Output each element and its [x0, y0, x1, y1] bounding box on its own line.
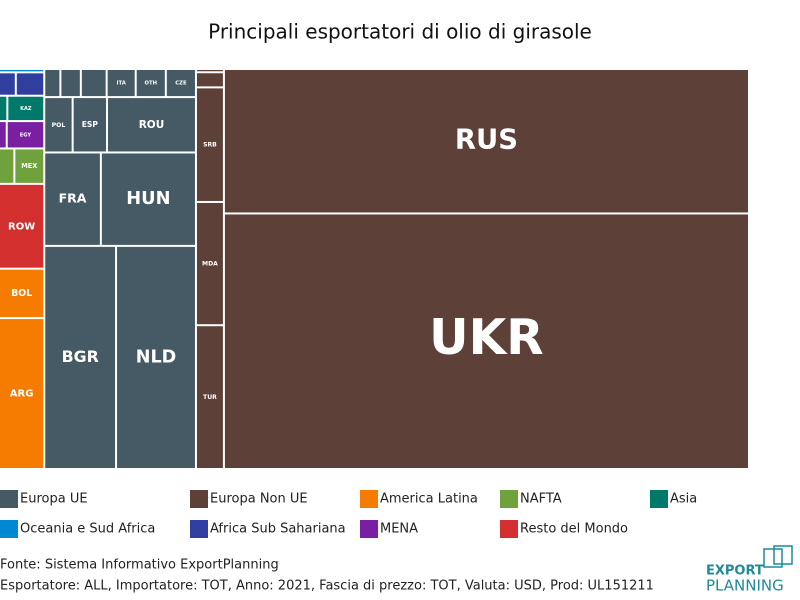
cell-label: TUR	[203, 394, 217, 401]
logo-icon	[773, 545, 793, 565]
logo-text: EXPORT	[706, 564, 764, 579]
legend-label: Europa Non UE	[210, 492, 308, 507]
cell-label: ESP	[82, 120, 99, 129]
treemap-cell	[73, 98, 107, 152]
treemap-cell	[0, 184, 44, 268]
treemap-cell	[8, 96, 44, 121]
legend-swatch	[0, 520, 18, 538]
treemap-cell	[0, 73, 15, 95]
treemap-cell	[0, 319, 44, 468]
cell-label: HUN	[126, 188, 170, 209]
cell-label: NLD	[136, 347, 177, 367]
treemap-cell	[196, 73, 223, 87]
cell-label: ROW	[8, 221, 35, 232]
treemap-cell	[166, 70, 195, 97]
treemap-cell	[45, 98, 72, 152]
cell-label: EGY	[20, 132, 32, 138]
details-note: Esportatore: ALL, Importatore: TOT, Anno…	[0, 579, 654, 594]
legend-swatch	[0, 490, 18, 508]
treemap-cell	[61, 70, 80, 97]
cell-label: POL	[52, 122, 66, 129]
legend-swatch	[500, 490, 518, 508]
treemap-cell	[196, 202, 223, 325]
treemap-cell	[0, 122, 6, 148]
legend-label: Asia	[670, 492, 697, 507]
treemap-cell	[196, 326, 223, 468]
treemap-cell	[196, 88, 223, 201]
logo-icon	[763, 548, 783, 568]
treemap-cell	[0, 269, 44, 318]
logo: EXPORT PLANNING	[706, 545, 793, 595]
cell-label: MEX	[21, 162, 37, 170]
legend-label: America Latina	[380, 492, 478, 507]
treemap-cell	[224, 214, 749, 468]
treemap-cell	[101, 153, 195, 245]
legend-swatch	[500, 520, 518, 538]
treemap-cell	[15, 149, 44, 183]
treemap-cell	[224, 70, 749, 213]
legend-swatch	[360, 490, 378, 508]
treemap-cell	[45, 70, 60, 97]
treemap-cell	[45, 153, 100, 245]
treemap-cell	[108, 98, 195, 152]
source-note: Fonte: Sistema Informativo ExportPlannin…	[0, 558, 279, 573]
legend-swatch	[190, 490, 208, 508]
legend-swatch	[190, 520, 208, 538]
cell-label: BOL	[11, 288, 32, 299]
cell-label: ARG	[10, 389, 34, 400]
treemap-cell	[0, 149, 14, 183]
legend-label: Europa UE	[20, 492, 88, 507]
legend-swatch	[360, 520, 378, 538]
treemap-cell	[45, 246, 116, 468]
treemap-cell	[107, 70, 135, 97]
legend-label: MENA	[380, 522, 418, 537]
legend-label: NAFTA	[520, 492, 562, 507]
cell-label: UKR	[429, 310, 544, 366]
cell-label: CZE	[175, 81, 187, 87]
treemap-cell	[0, 96, 7, 121]
treemap-cell	[196, 70, 223, 72]
legend-label: Resto del Mondo	[520, 522, 628, 537]
cell-label: KAZ	[20, 106, 32, 112]
treemap-cell	[16, 73, 44, 95]
legend-label: Oceania e Sud Africa	[20, 522, 155, 537]
cell-label: ROU	[139, 119, 165, 131]
cell-label: MDA	[202, 261, 218, 268]
legend-label: Africa Sub Sahariana	[210, 522, 346, 537]
cell-label: FRA	[59, 191, 87, 206]
cell-label: BGR	[62, 347, 99, 366]
treemap-cell	[136, 70, 165, 97]
treemap-cell	[81, 70, 106, 97]
legend-swatch	[650, 490, 668, 508]
cell-label: OTH	[144, 81, 157, 87]
cell-label: RUS	[455, 125, 518, 156]
treemap-cell	[117, 246, 195, 468]
treemap-cell	[0, 70, 44, 72]
cell-label: ITA	[117, 81, 127, 87]
chart-title: Principali esportatori di olio di giraso…	[208, 20, 592, 44]
treemap-cell	[7, 122, 44, 148]
cell-label: SRB	[203, 142, 217, 149]
logo-text: PLANNING	[706, 577, 784, 595]
